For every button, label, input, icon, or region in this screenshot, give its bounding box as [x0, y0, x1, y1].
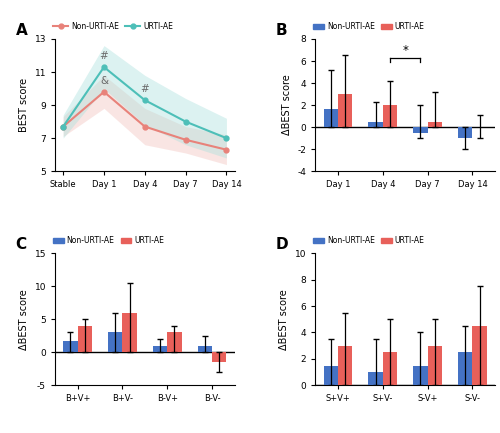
Bar	[458, 352, 472, 385]
Text: #: #	[140, 84, 149, 94]
Text: D: D	[276, 237, 288, 252]
Text: &: &	[100, 76, 108, 86]
Bar	[428, 122, 442, 127]
Bar	[414, 127, 428, 132]
URTI-AE	[142, 97, 148, 103]
Non-URTI-AE	[224, 147, 230, 152]
Non-URTI-AE	[142, 124, 148, 129]
URTI-AE	[60, 124, 66, 129]
Bar	[122, 313, 136, 352]
Bar	[324, 365, 338, 385]
Y-axis label: ΔBEST score: ΔBEST score	[280, 289, 289, 349]
Bar	[324, 110, 338, 127]
Non-URTI-AE	[60, 124, 66, 129]
Legend: Non-URTI-AE, URTI-AE: Non-URTI-AE, URTI-AE	[50, 19, 176, 34]
Legend: Non-URTI-AE, URTI-AE: Non-URTI-AE, URTI-AE	[310, 19, 428, 34]
Non-URTI-AE	[182, 137, 188, 142]
Line: URTI-AE: URTI-AE	[60, 65, 229, 141]
Bar	[198, 346, 212, 352]
Bar	[368, 372, 383, 385]
Bar	[383, 105, 397, 127]
Legend: Non-URTI-AE, URTI-AE: Non-URTI-AE, URTI-AE	[310, 233, 428, 248]
Bar	[212, 352, 226, 362]
Bar	[368, 122, 383, 127]
URTI-AE	[182, 119, 188, 124]
Non-URTI-AE	[101, 89, 107, 94]
Text: B: B	[276, 23, 287, 38]
Text: A: A	[16, 23, 27, 38]
Legend: Non-URTI-AE, URTI-AE: Non-URTI-AE, URTI-AE	[50, 233, 168, 248]
Text: #: #	[100, 51, 108, 61]
Bar	[153, 346, 167, 352]
Y-axis label: BEST score: BEST score	[19, 78, 29, 132]
Y-axis label: ΔBEST score: ΔBEST score	[19, 289, 29, 349]
Y-axis label: ΔBEST score: ΔBEST score	[282, 75, 292, 136]
Line: Non-URTI-AE: Non-URTI-AE	[60, 90, 229, 152]
Bar	[428, 346, 442, 385]
Bar	[167, 333, 182, 352]
Bar	[338, 346, 352, 385]
Bar	[108, 333, 122, 352]
Bar	[472, 326, 487, 385]
Bar	[63, 341, 78, 352]
Text: C: C	[16, 237, 26, 252]
URTI-AE	[101, 65, 107, 70]
Bar	[458, 127, 472, 138]
Bar	[414, 365, 428, 385]
Bar	[78, 326, 92, 352]
Bar	[338, 94, 352, 127]
URTI-AE	[224, 136, 230, 141]
Text: *: *	[402, 44, 408, 57]
Bar	[383, 352, 397, 385]
